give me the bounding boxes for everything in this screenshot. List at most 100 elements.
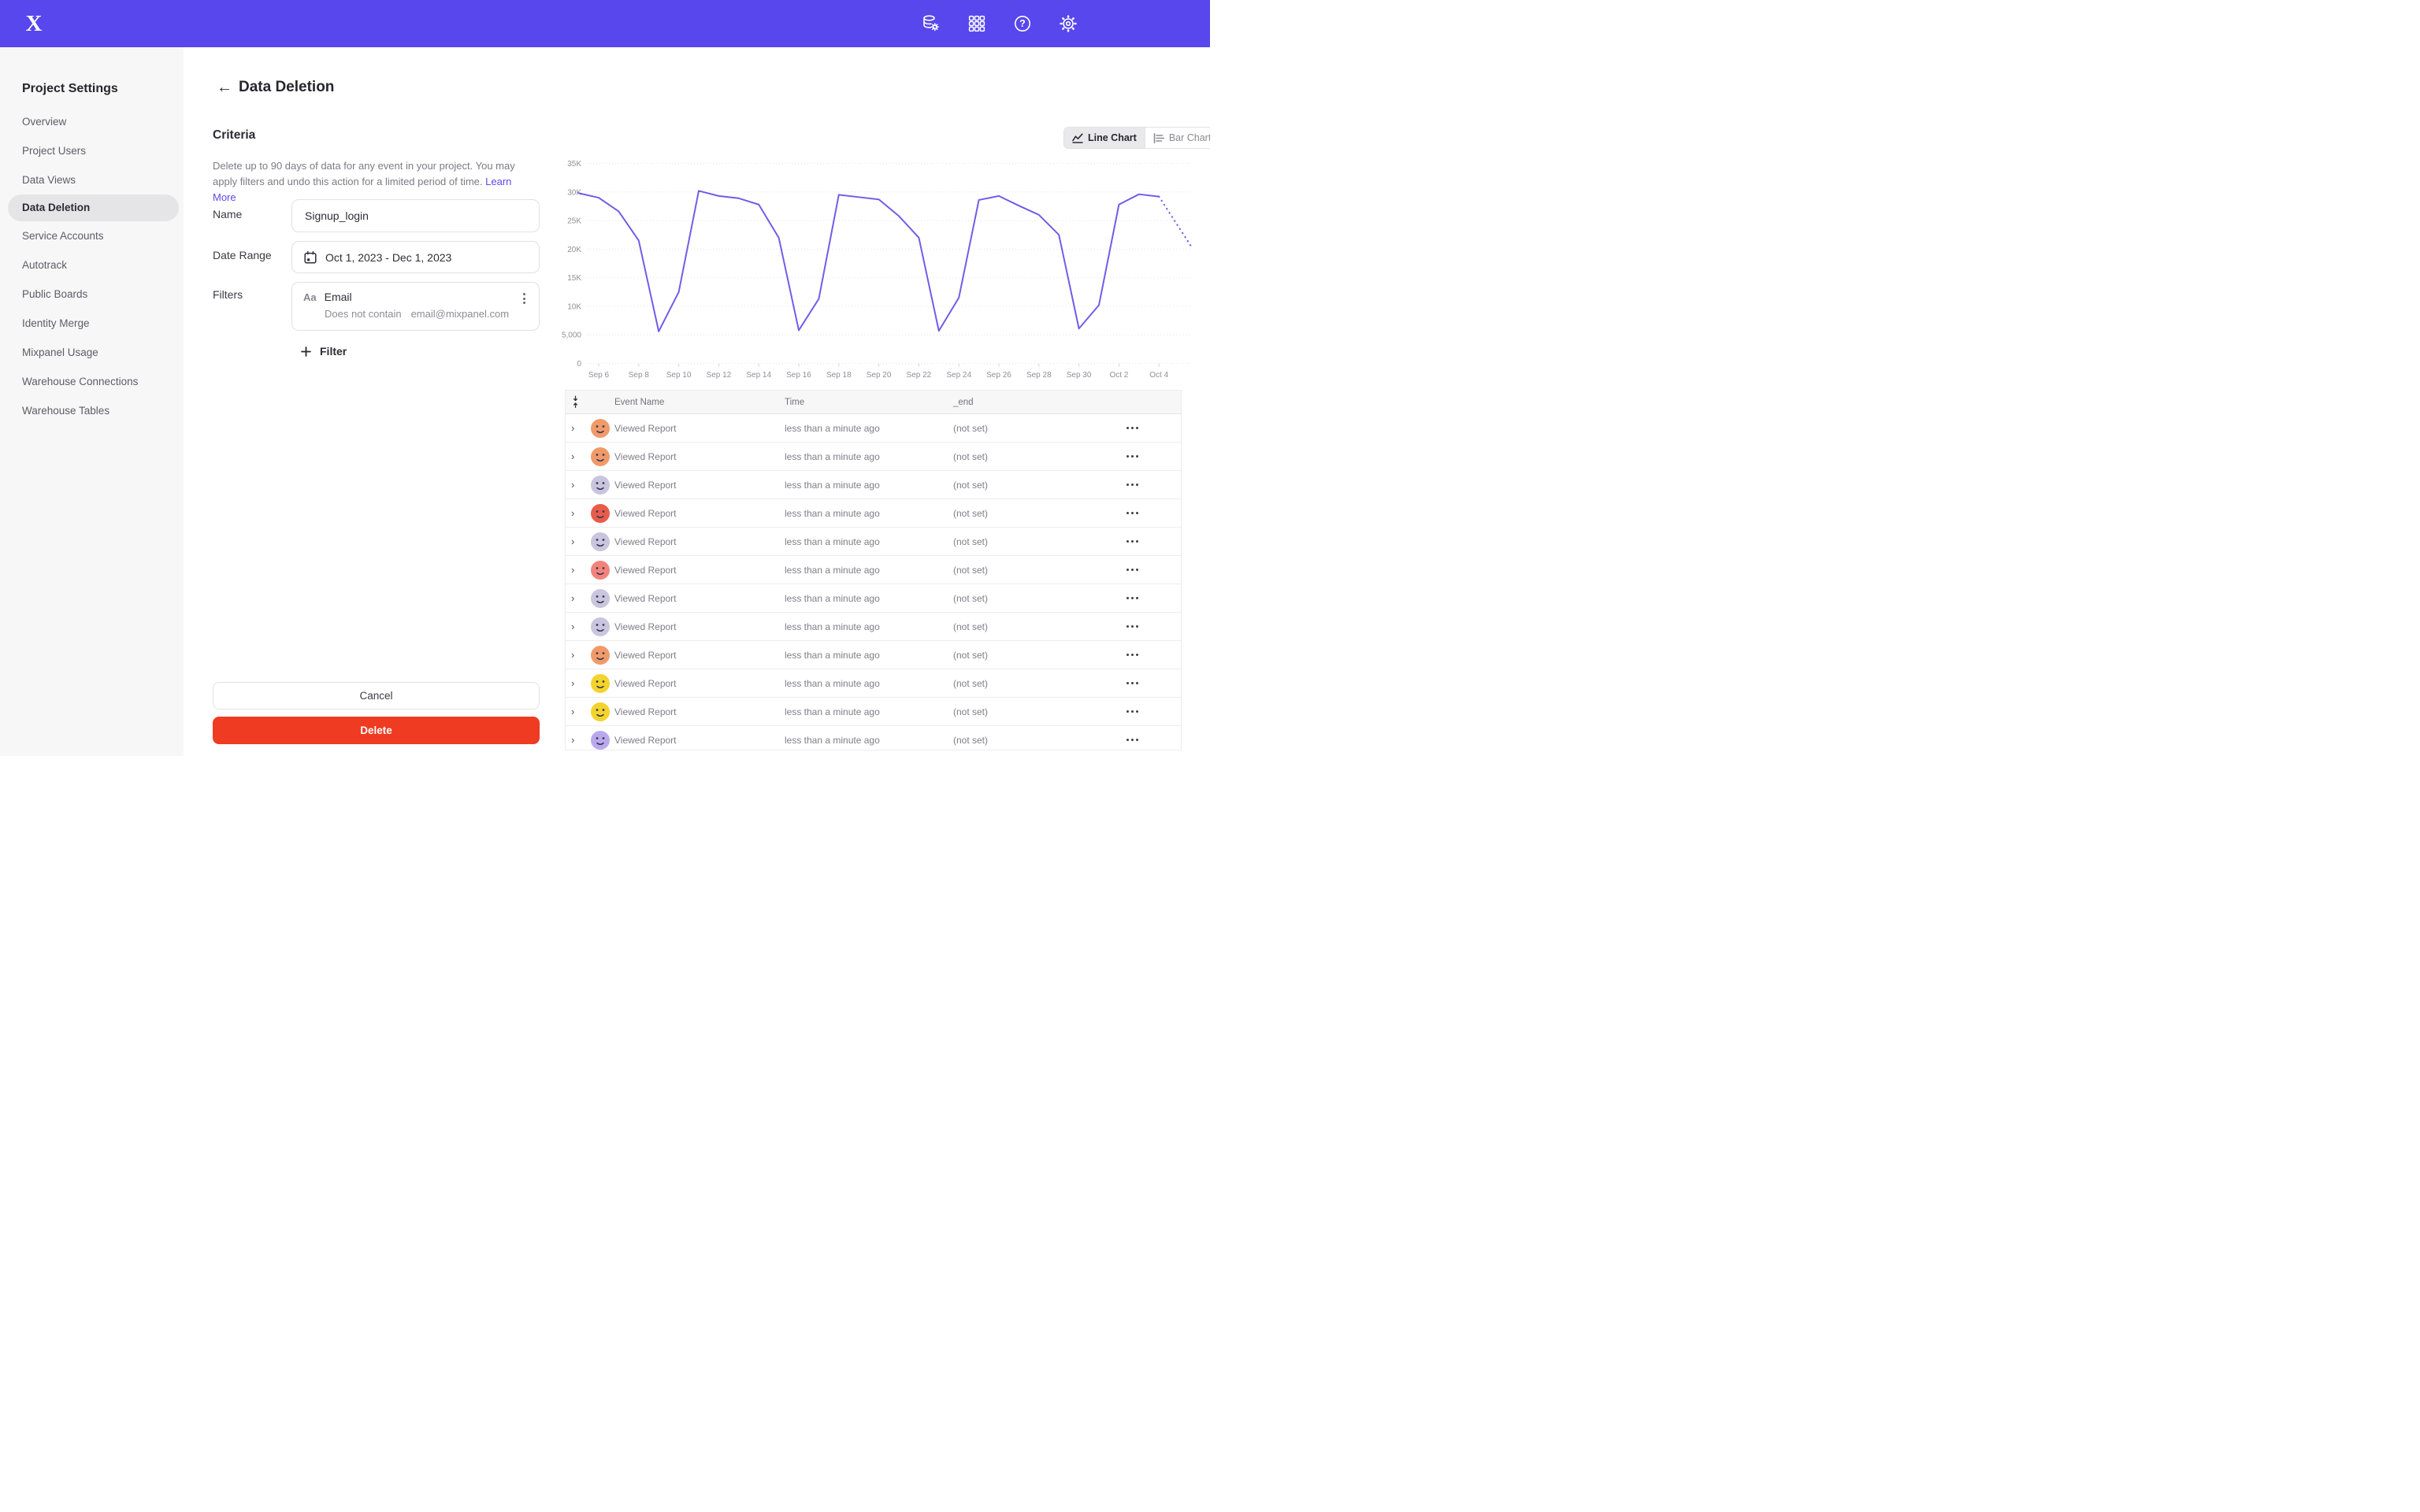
column-header-time[interactable]: Time <box>785 397 805 407</box>
criteria-description: Delete up to 90 days of data for any eve… <box>213 158 524 206</box>
row-menu-button[interactable] <box>1095 681 1181 685</box>
table-row: › Viewed Report less than a minute ago (not… <box>566 698 1181 726</box>
delete-button[interactable]: Delete <box>213 717 540 744</box>
sidebar-item-service-accounts[interactable]: Service Accounts <box>22 230 104 242</box>
svg-text:5,000: 5,000 <box>562 332 581 340</box>
line-chart-tab[interactable]: Line Chart <box>1064 128 1145 148</box>
row-expand-chevron-icon[interactable]: › <box>571 706 575 717</box>
date-range-picker[interactable]: Oct 1, 2023 - Dec 1, 2023 <box>291 241 540 273</box>
sidebar-item-data-deletion[interactable]: Data Deletion <box>8 195 179 221</box>
event-name-cell: Viewed Report <box>614 621 677 632</box>
row-expand-chevron-icon[interactable]: › <box>571 507 575 519</box>
sidebar-item-warehouse-tables[interactable]: Warehouse Tables <box>22 405 110 417</box>
sidebar-item-overview[interactable]: Overview <box>22 116 67 128</box>
help-icon[interactable]: ? <box>1013 14 1032 33</box>
bar-chart-tab[interactable]: Bar Chart <box>1144 128 1210 148</box>
row-expand-chevron-icon[interactable]: › <box>571 592 575 604</box>
row-expand-chevron-icon[interactable]: › <box>571 422 575 434</box>
row-menu-button[interactable] <box>1095 596 1181 600</box>
event-name-cell: Viewed Report <box>614 422 677 434</box>
svg-text:Sep 10: Sep 10 <box>666 371 692 380</box>
learn-more-link[interactable]: Learn More <box>213 176 512 203</box>
table-row: › Viewed Report less than a minute ago (not… <box>566 414 1181 443</box>
row-expand-chevron-icon[interactable]: › <box>571 564 575 576</box>
svg-text:Sep 26: Sep 26 <box>986 371 1011 380</box>
event-name-cell: Viewed Report <box>614 734 677 746</box>
row-menu-button[interactable] <box>1095 454 1181 458</box>
row-expand-chevron-icon[interactable]: › <box>571 536 575 547</box>
end-cell: (not set) <box>953 706 989 717</box>
end-cell: (not set) <box>953 677 989 689</box>
svg-text:Sep 8: Sep 8 <box>629 371 650 380</box>
back-arrow-icon[interactable]: ← <box>217 78 232 96</box>
table-row: › Viewed Report less than a minute ago (not… <box>566 443 1181 471</box>
avatar <box>586 730 614 750</box>
filter-operator[interactable]: Does not contain <box>325 308 402 320</box>
svg-text:Sep 24: Sep 24 <box>946 371 971 380</box>
add-filter-button[interactable]: Filter <box>301 345 347 358</box>
end-cell: (not set) <box>953 536 989 547</box>
time-cell: less than a minute ago <box>785 734 880 746</box>
name-input[interactable] <box>291 199 540 232</box>
time-cell: less than a minute ago <box>785 649 880 661</box>
avatar <box>586 673 614 693</box>
row-menu-button[interactable] <box>1095 426 1181 430</box>
avatar <box>586 532 614 551</box>
svg-text:20K: 20K <box>567 246 581 254</box>
row-menu-button[interactable] <box>1095 511 1181 515</box>
row-menu-button[interactable] <box>1095 624 1181 628</box>
row-menu-button[interactable] <box>1095 710 1181 713</box>
row-expand-chevron-icon[interactable]: › <box>571 621 575 632</box>
table-row: › Viewed Report less than a minute ago (not… <box>566 499 1181 528</box>
screen: X <box>0 0 1210 756</box>
row-expand-chevron-icon[interactable]: › <box>571 677 575 689</box>
time-cell: less than a minute ago <box>785 450 880 462</box>
line-chart-icon <box>1072 132 1083 143</box>
sidebar-item-public-boards[interactable]: Public Boards <box>22 288 88 300</box>
sidebar-item-warehouse-connections[interactable]: Warehouse Connections <box>22 376 139 387</box>
mixpanel-logo-icon[interactable]: X <box>25 11 43 36</box>
svg-text:15K: 15K <box>567 274 581 283</box>
sidebar-item-project-users[interactable]: Project Users <box>22 145 87 157</box>
svg-text:Oct 4: Oct 4 <box>1149 371 1168 380</box>
row-menu-button[interactable] <box>1095 539 1181 543</box>
event-name-cell: Viewed Report <box>614 450 677 462</box>
filter-kebab-menu-icon[interactable] <box>518 291 529 306</box>
filter-card[interactable]: Aa Email Does not contain email@mixpanel… <box>291 282 540 331</box>
row-expand-chevron-icon[interactable]: › <box>571 734 575 746</box>
data-management-icon[interactable] <box>922 14 941 33</box>
column-header-end[interactable]: _end <box>953 397 974 407</box>
svg-text:Sep 30: Sep 30 <box>1067 371 1092 380</box>
event-name-cell: Viewed Report <box>614 677 677 689</box>
row-expand-chevron-icon[interactable]: › <box>571 649 575 661</box>
row-menu-button[interactable] <box>1095 653 1181 657</box>
bar-chart-icon <box>1153 132 1164 143</box>
row-menu-button[interactable] <box>1095 738 1181 742</box>
sidebar-item-data-views[interactable]: Data Views <box>22 174 76 186</box>
end-cell: (not set) <box>953 734 989 746</box>
sidebar-item-identity-merge[interactable]: Identity Merge <box>22 317 90 329</box>
column-header-event-name[interactable]: Event Name <box>614 397 665 407</box>
end-cell: (not set) <box>953 649 989 661</box>
filter-value[interactable]: email@mixpanel.com <box>410 308 510 320</box>
time-cell: less than a minute ago <box>785 479 880 491</box>
apps-grid-icon[interactable] <box>967 14 986 33</box>
line-chart-label: Line Chart <box>1088 132 1137 143</box>
row-menu-button[interactable] <box>1095 568 1181 572</box>
row-menu-button[interactable] <box>1095 483 1181 487</box>
sort-rows-icon[interactable] <box>566 395 614 409</box>
filters-label: Filters <box>213 288 243 301</box>
end-cell: (not set) <box>953 507 989 519</box>
avatar <box>586 447 614 466</box>
cancel-button[interactable]: Cancel <box>213 682 540 710</box>
row-expand-chevron-icon[interactable]: › <box>571 450 575 462</box>
time-cell: less than a minute ago <box>785 536 880 547</box>
row-expand-chevron-icon[interactable]: › <box>571 479 575 491</box>
sidebar-item-mixpanel-usage[interactable]: Mixpanel Usage <box>22 346 98 358</box>
settings-gear-icon[interactable] <box>1059 14 1078 33</box>
event-name-cell: Viewed Report <box>614 479 677 491</box>
avatar <box>586 475 614 495</box>
sidebar-item-autotrack[interactable]: Autotrack <box>22 259 68 271</box>
table-row: › Viewed Report less than a minute ago (not… <box>566 669 1181 698</box>
svg-text:25K: 25K <box>567 217 581 226</box>
